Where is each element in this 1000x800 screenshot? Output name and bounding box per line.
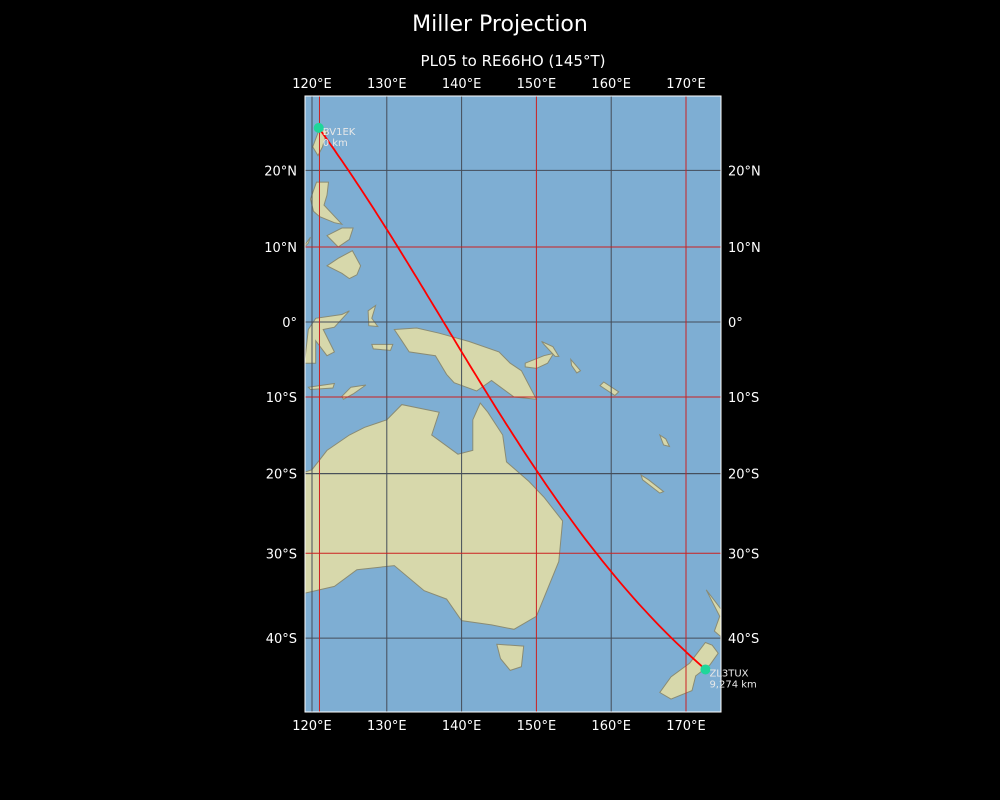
land-flores xyxy=(307,382,336,391)
lat-tick-label-left: 10°S xyxy=(266,391,297,406)
figure-title: Miller Projection xyxy=(412,12,588,37)
land-new-britain xyxy=(524,352,555,369)
lon-tick-label: 160°E xyxy=(591,719,631,734)
land-seram xyxy=(371,343,394,351)
lat-tick-label-right: 30°S xyxy=(728,547,759,562)
station-marker xyxy=(313,122,324,133)
lon-tick-label: 170°E xyxy=(666,719,706,734)
lat-tick-label-right: 10°S xyxy=(728,391,759,406)
land-new-zealand-north xyxy=(705,589,721,647)
land-timor xyxy=(341,384,367,400)
lat-tick-label-right: 20°S xyxy=(728,468,759,483)
land-australia xyxy=(305,402,564,630)
lat-tick-label-left: 10°N xyxy=(264,241,297,256)
station-callsign: BV1EK xyxy=(323,127,356,138)
lat-tick-label-left: 0° xyxy=(282,316,297,331)
lat-tick-label-right: 0° xyxy=(728,316,743,331)
land-solomons xyxy=(599,381,620,397)
land-vanuatu xyxy=(658,433,671,448)
landmasses xyxy=(305,128,721,700)
graticule xyxy=(305,96,721,712)
map-subtitle: PL05 to RE66HO (145°T) xyxy=(420,52,606,70)
land-new-zealand-south xyxy=(659,641,719,700)
land-bougainville xyxy=(570,357,582,374)
lon-tick-label: 150°E xyxy=(517,77,557,92)
lat-tick-label-right: 10°N xyxy=(728,241,761,256)
land-new-ireland xyxy=(541,341,560,357)
lat-tick-label-left: 20°S xyxy=(266,468,297,483)
lat-tick-label-left: 40°S xyxy=(266,632,297,647)
lat-tick-label-right: 40°S xyxy=(728,632,759,647)
land-palawan xyxy=(305,236,311,248)
land-visayas xyxy=(326,227,354,248)
station-distance: 9,274 km xyxy=(709,679,756,690)
land-sulawesi xyxy=(305,310,350,364)
land-luzon xyxy=(309,181,344,225)
station-callsign: ZL3TUX xyxy=(709,668,748,679)
lon-tick-label: 120°E xyxy=(292,77,332,92)
land-new-caledonia xyxy=(640,473,665,494)
lon-tick-label: 120°E xyxy=(292,719,332,734)
land-tasmania xyxy=(496,643,525,671)
lon-tick-label: 130°E xyxy=(367,77,407,92)
land-borneo xyxy=(305,284,306,285)
station-distance: 0 km xyxy=(323,138,348,149)
lat-tick-label-left: 30°S xyxy=(266,547,297,562)
lon-tick-label: 130°E xyxy=(367,719,407,734)
great-circle-path xyxy=(317,127,707,671)
map-frame xyxy=(304,95,722,713)
axis-ticks: 120°E 120°E 130°E 130°E 140°E 140°E 150°E 150°E… xyxy=(264,77,761,734)
land-mindanao xyxy=(326,250,362,280)
lon-tick-label: 160°E xyxy=(591,77,631,92)
lon-tick-label: 150°E xyxy=(517,719,557,734)
lon-tick-label: 170°E xyxy=(666,77,706,92)
station-marker xyxy=(700,664,711,675)
lat-tick-label-right: 20°N xyxy=(728,164,761,179)
lon-tick-label: 140°E xyxy=(442,77,482,92)
lat-tick-label-left: 20°N xyxy=(264,164,297,179)
lon-tick-label: 140°E xyxy=(442,719,482,734)
